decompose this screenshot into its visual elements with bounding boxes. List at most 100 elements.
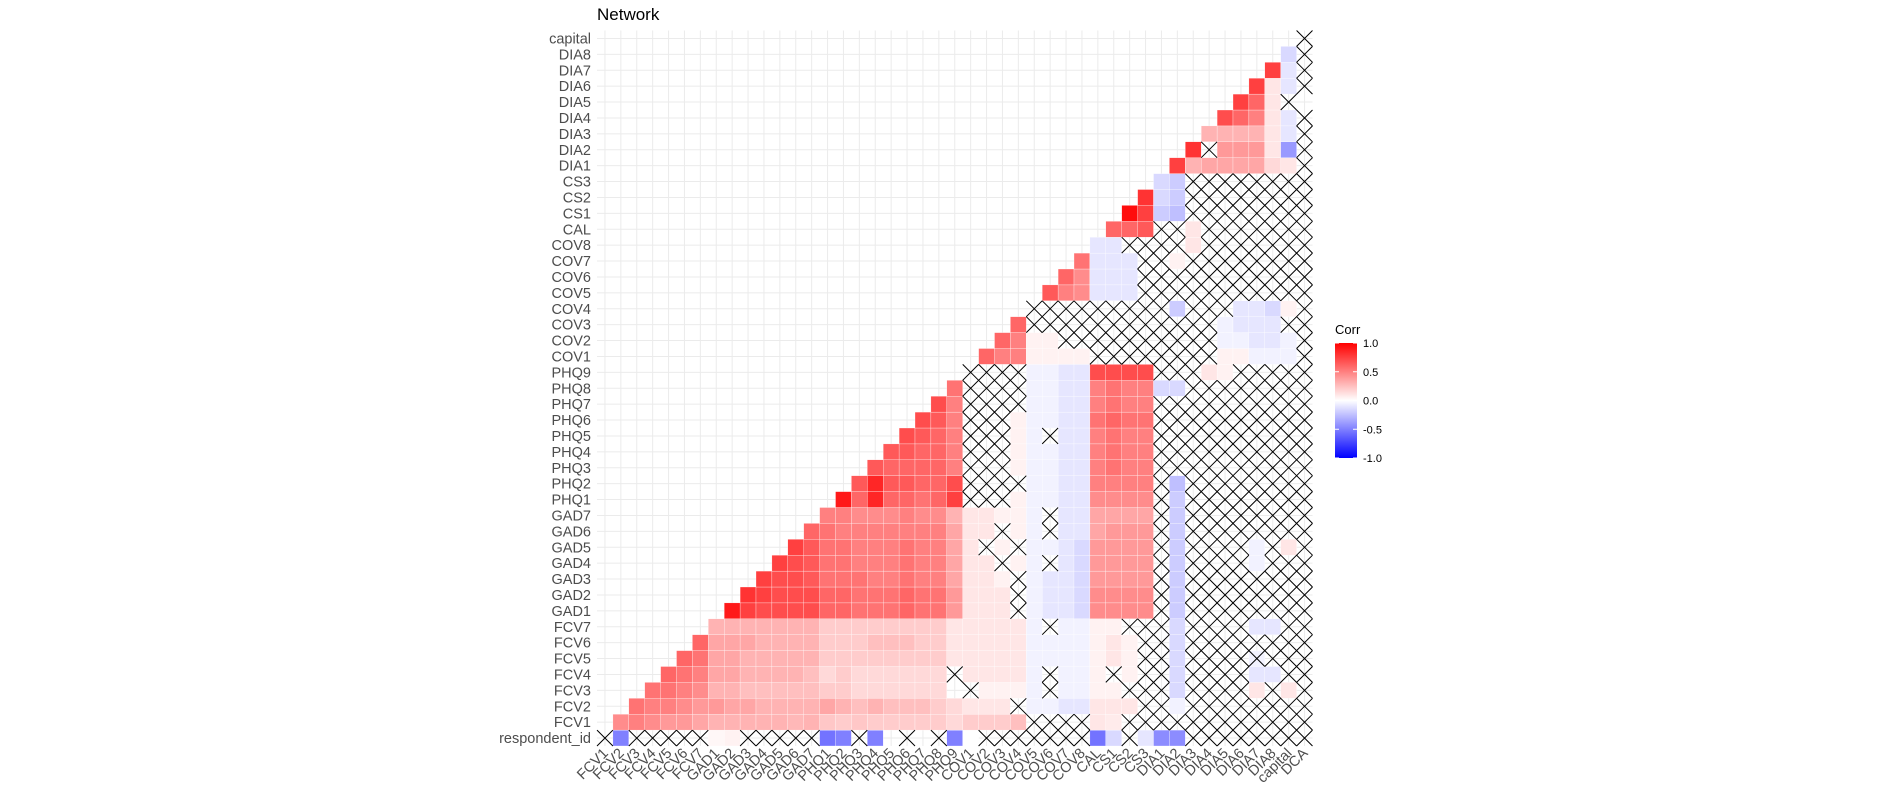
heatmap-cell — [1026, 427, 1043, 445]
heatmap-cell — [978, 586, 995, 604]
insignificance-cross — [1184, 538, 1202, 556]
insignificance-cross — [1248, 252, 1266, 270]
heatmap-cell — [1073, 682, 1091, 699]
insignificance-cross — [1296, 523, 1313, 540]
insignificance-cross — [1200, 554, 1218, 572]
heatmap-cell — [994, 507, 1011, 524]
insignificance-cross — [1105, 316, 1123, 333]
insignificance-cross — [1184, 189, 1202, 206]
heatmap-cell — [1121, 650, 1138, 667]
heatmap-cell — [1169, 157, 1186, 174]
insignificance-cross — [1153, 523, 1170, 540]
heatmap-cell — [1248, 555, 1265, 572]
insignificance-cross — [1153, 666, 1170, 683]
insignificance-cross — [1184, 666, 1202, 683]
insignificance-cross — [962, 491, 979, 508]
insignificance-cross — [1200, 650, 1218, 667]
heatmap-cell — [1089, 411, 1106, 429]
heatmap-cell — [1073, 443, 1091, 460]
insignificance-cross — [1121, 682, 1138, 699]
heatmap-cell — [1216, 316, 1234, 333]
heatmap-cell — [1089, 618, 1106, 635]
heatmap-cell — [1073, 411, 1091, 429]
heatmap-cell — [1105, 523, 1122, 540]
heatmap-cell — [1089, 586, 1106, 604]
heatmap-cell — [724, 634, 741, 651]
heatmap-cell — [946, 491, 963, 508]
heatmap-cell — [1105, 491, 1122, 508]
heatmap-cell — [803, 682, 820, 699]
heatmap-cell — [771, 570, 788, 588]
y-axis-label: GAD4 — [552, 556, 592, 572]
heatmap-cell — [1073, 491, 1091, 508]
heatmap-cell — [1010, 682, 1027, 699]
heatmap-cell — [914, 714, 932, 731]
insignificance-cross — [692, 729, 709, 747]
insignificance-cross — [1200, 379, 1218, 397]
insignificance-cross — [1153, 411, 1170, 429]
insignificance-cross — [994, 459, 1011, 477]
heatmap-cell — [1216, 125, 1234, 142]
insignificance-cross — [1169, 220, 1186, 238]
insignificance-cross — [962, 427, 979, 445]
heatmap-cell — [708, 682, 725, 699]
insignificance-cross — [1264, 650, 1282, 667]
heatmap-cell — [946, 475, 963, 492]
insignificance-cross — [1121, 316, 1138, 333]
insignificance-cross — [1153, 236, 1170, 254]
heatmap-cell — [1010, 411, 1027, 429]
heatmap-cell — [1042, 459, 1059, 476]
heatmap-cell — [930, 602, 947, 619]
y-axis-label: capital — [549, 31, 591, 47]
heatmap-cell — [1264, 62, 1281, 79]
heatmap-cell — [803, 650, 820, 667]
insignificance-cross — [994, 427, 1011, 445]
y-axis-label: FCV4 — [554, 667, 591, 683]
insignificance-cross — [1296, 173, 1313, 190]
heatmap-cell — [1105, 618, 1122, 635]
heatmap-cell — [1105, 555, 1122, 572]
heatmap-cell — [867, 650, 884, 667]
insignificance-cross — [1137, 618, 1154, 636]
y-axis-label: COV4 — [552, 302, 592, 318]
heatmap-cell — [819, 634, 836, 651]
insignificance-cross — [1216, 713, 1234, 731]
heatmap-cell — [1169, 380, 1186, 397]
heatmap-cell — [914, 459, 932, 476]
y-axis-label: COV5 — [552, 286, 592, 302]
y-axis-label: FCV2 — [554, 699, 591, 715]
heatmap-cell — [978, 698, 995, 715]
heatmap-cell — [962, 586, 979, 604]
heatmap-cell — [1105, 411, 1122, 429]
heatmap-cell — [1042, 348, 1059, 365]
legend-tick-label: 1.0 — [1363, 338, 1378, 350]
insignificance-cross — [1280, 189, 1297, 206]
insignificance-cross — [1153, 284, 1170, 302]
insignificance-cross — [1296, 364, 1313, 381]
heatmap-cell — [612, 714, 629, 731]
heatmap-cell — [819, 539, 836, 556]
insignificance-cross — [1010, 697, 1027, 715]
y-axis-label: DIA2 — [559, 143, 591, 159]
insignificance-cross — [1280, 316, 1297, 333]
insignificance-cross — [994, 475, 1011, 492]
heatmap-cell — [867, 507, 884, 524]
heatmap-cell — [787, 698, 804, 715]
heatmap-cell — [883, 666, 900, 683]
heatmap-cell — [1042, 698, 1059, 715]
y-axis-label: PHQ4 — [552, 445, 592, 461]
insignificance-cross — [1232, 236, 1250, 254]
insignificance-cross — [1153, 650, 1170, 667]
heatmap-cell — [1073, 602, 1091, 619]
insignificance-cross — [1169, 236, 1186, 254]
heatmap-cell — [628, 698, 645, 715]
heatmap-cell — [1121, 443, 1138, 460]
insignificance-cross — [1296, 379, 1313, 397]
heatmap-cell — [755, 682, 773, 699]
heatmap-cell — [1073, 555, 1091, 572]
heatmap-cell — [1280, 157, 1297, 174]
heatmap-cell — [1169, 475, 1186, 492]
insignificance-cross — [1041, 554, 1059, 572]
insignificance-cross — [1248, 411, 1266, 429]
heatmap-cell — [1169, 555, 1186, 572]
